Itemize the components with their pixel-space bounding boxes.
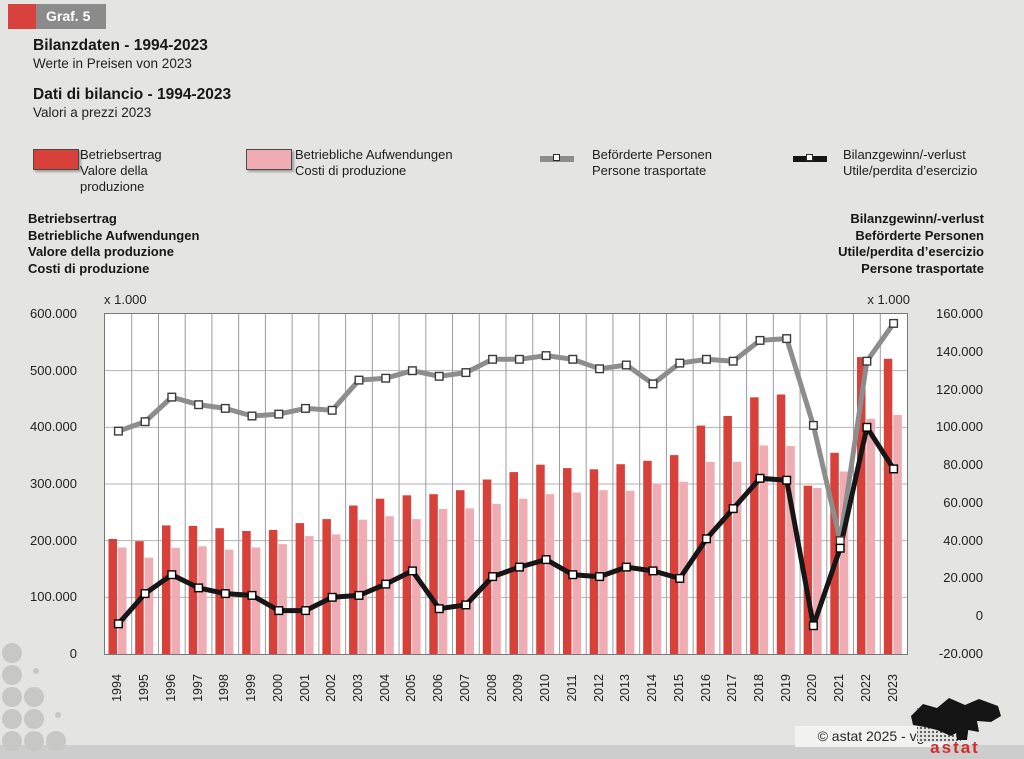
left-axis-header: Betriebsertrag Betriebliche Aufwendungen… [28, 211, 199, 277]
title-de: Bilanzdaten - 1994-2023 [33, 37, 208, 54]
legend-label-it: Valore della produzione [80, 163, 148, 194]
right-axis-tick: 80.000 [943, 457, 983, 472]
right-axis-unit: x 1.000 [867, 292, 910, 307]
legend-label-bilanzgewinn: Bilanzgewinn/-verlust Utile/perdita d’es… [843, 147, 1023, 179]
x-axis-label: 2014 [645, 674, 659, 702]
right-axis-tick: 0 [975, 608, 983, 623]
legend-label-it: Costi di produzione [295, 163, 407, 178]
line-markers-0 [113, 318, 899, 546]
legend-swatch-personen [540, 154, 574, 162]
left-axis-tick: 0 [69, 646, 77, 661]
legend-label-aufwendungen: Betriebliche Aufwendungen Costi di produ… [295, 147, 495, 179]
legend-line-marker-icon [806, 154, 813, 161]
astat-logo-text: astat [930, 738, 980, 757]
left-axis-tick: 100.000 [30, 589, 77, 604]
x-axis-label: 2008 [485, 674, 499, 702]
legend-swatch-bilanzgewinn [793, 154, 827, 162]
dots-decoration [2, 643, 66, 751]
right-axis-tick: 20.000 [943, 570, 983, 585]
graf-number-badge: Graf. 5 [36, 4, 106, 29]
legend-label-de: Bilanzgewinn/-verlust [843, 147, 966, 162]
copyright-text: © astat 2025 - vg [817, 728, 925, 744]
right-axis-header-line: Persone trasportate [861, 260, 984, 276]
x-axis-label: 2011 [565, 674, 579, 702]
left-axis-header-line: Betriebliche Aufwendungen [28, 227, 200, 243]
copyright-box: © astat 2025 - vg [795, 726, 947, 747]
legend-line-marker-icon [553, 154, 560, 161]
title-it: Dati di bilancio - 1994-2023 [33, 86, 232, 103]
x-axis-label: 1995 [137, 674, 151, 702]
legend-swatch-aufwendungen [246, 149, 292, 170]
subtitle-it: Valori a prezzi 2023 [33, 105, 152, 120]
legend-label-it: Utile/perdita d’esercizio [843, 163, 978, 178]
x-axis-label: 2005 [404, 674, 418, 702]
x-axis-label: 1996 [164, 674, 178, 702]
x-axis-label: 2003 [351, 674, 365, 702]
x-axis-label: 1994 [110, 674, 124, 702]
right-axis-tick: 40.000 [943, 533, 983, 548]
right-axis-tick: 140.000 [936, 344, 983, 359]
x-axis-label: 2001 [298, 674, 312, 702]
chart-svg [105, 314, 907, 654]
x-axis-label: 2002 [324, 674, 338, 702]
x-axis-label: 2020 [805, 674, 819, 702]
left-axis-header-line: Betriebsertrag [28, 211, 117, 226]
x-axis-label: 2018 [752, 674, 766, 702]
x-axis-label: 2009 [511, 674, 525, 702]
legend-swatch-betriebsertrag [33, 149, 79, 170]
legend-label-personen: Beförderte Personen Persone trasportate [592, 147, 772, 179]
graf-number-label: Graf. 5 [46, 8, 91, 24]
x-axis-label: 2000 [271, 674, 285, 702]
x-axis-label: 2015 [672, 674, 686, 702]
legend-label-it: Persone trasportate [592, 163, 707, 178]
x-axis-label: 2004 [378, 674, 392, 702]
plot-area [104, 313, 908, 655]
x-axis-label: 1998 [217, 674, 231, 702]
x-axis-label: 2012 [592, 674, 606, 702]
left-axis-tick: 400.000 [30, 419, 77, 434]
left-axis-tick: 300.000 [30, 476, 77, 491]
legend-label-de: Betriebsertrag [80, 147, 162, 162]
x-axis-label: 2023 [886, 674, 900, 702]
right-axis-header-line: Bilanzgewinn/-verlust [850, 211, 984, 226]
x-axis-label: 1999 [244, 674, 258, 702]
left-axis-header-line: Valore della produzione [28, 244, 174, 259]
left-axis-tick: 500.000 [30, 363, 77, 378]
x-axis-label: 2013 [618, 674, 632, 702]
x-axis-label: 2016 [699, 674, 713, 702]
footer-strip [0, 745, 1024, 759]
x-axis-label: 2010 [538, 674, 552, 702]
legend-label-betriebsertrag: Betriebsertrag Valore della produzione [80, 147, 200, 195]
right-axis-tick: 60.000 [943, 495, 983, 510]
x-axis-label: 2006 [431, 674, 445, 702]
left-axis-unit: x 1.000 [104, 292, 147, 307]
right-axis-header-line: Utile/perdita d’esercizio [838, 244, 984, 259]
subtitle-de: Werte in Preisen von 2023 [33, 56, 192, 71]
right-axis-tick: -20.000 [938, 646, 983, 661]
x-axis-label: 2021 [832, 674, 846, 702]
x-axis-label: 2019 [779, 674, 793, 702]
left-axis-tick: 600.000 [30, 306, 77, 321]
left-axis-header-line: Costi di produzione [28, 260, 150, 276]
right-axis-tick: 160.000 [936, 306, 983, 321]
legend-label-de: Betriebliche Aufwendungen [295, 147, 453, 162]
x-axis-label: 1997 [191, 674, 205, 702]
right-axis-tick: 100.000 [936, 419, 983, 434]
x-axis-label: 2022 [859, 674, 873, 702]
x-axis-label: 2017 [725, 674, 739, 702]
right-axis-tick: 120.000 [936, 382, 983, 397]
astat-logo-map-icon [911, 698, 1001, 742]
left-axis-tick: 200.000 [30, 533, 77, 548]
right-axis-header-line: Beförderte Personen [855, 227, 984, 243]
legend-label-de: Beförderte Personen [592, 147, 712, 162]
x-axis-label: 2007 [458, 674, 472, 702]
right-axis-header: Bilanzgewinn/-verlust Beförderte Persone… [684, 211, 984, 277]
line-markers-1 [113, 422, 899, 631]
badge-red-square [8, 4, 36, 29]
